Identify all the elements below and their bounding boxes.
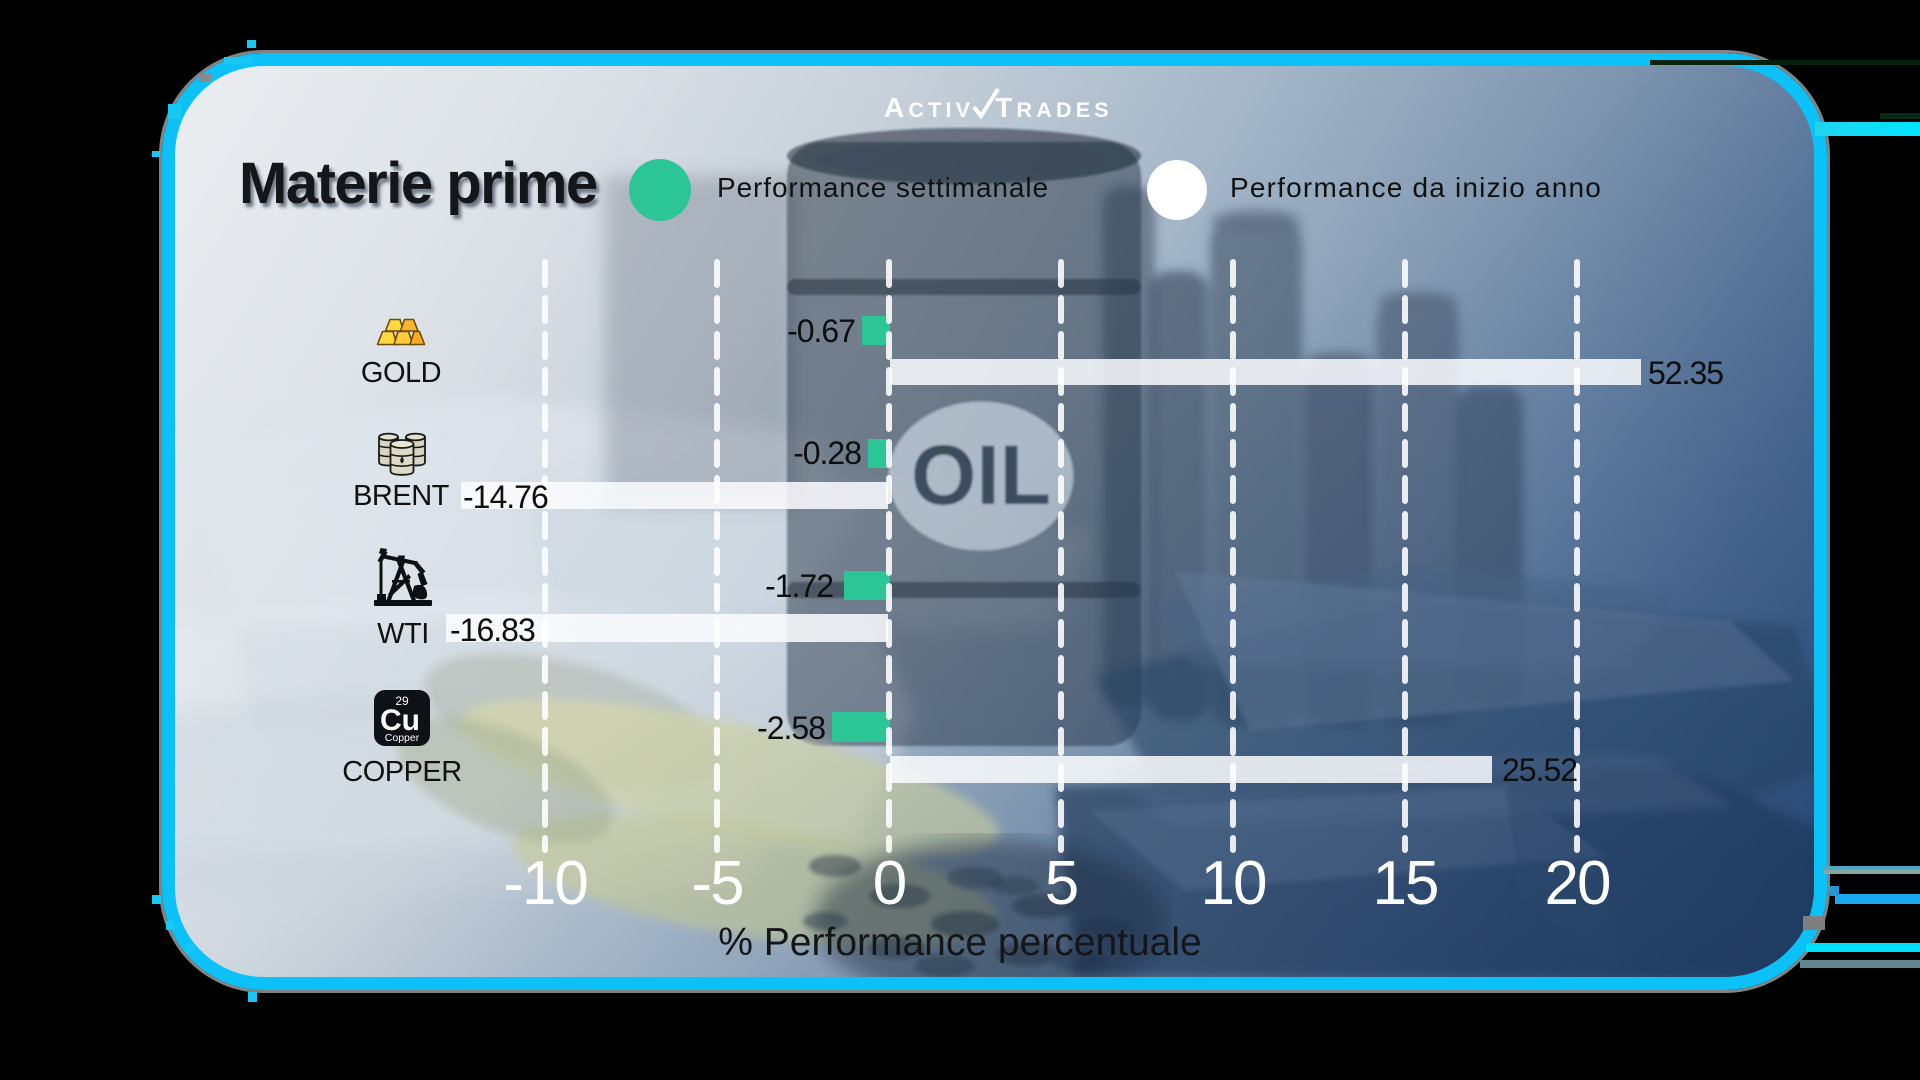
svg-text:Copper: Copper <box>385 732 420 744</box>
svg-text:29: 29 <box>395 694 409 708</box>
svg-text:Cu: Cu <box>380 704 420 737</box>
